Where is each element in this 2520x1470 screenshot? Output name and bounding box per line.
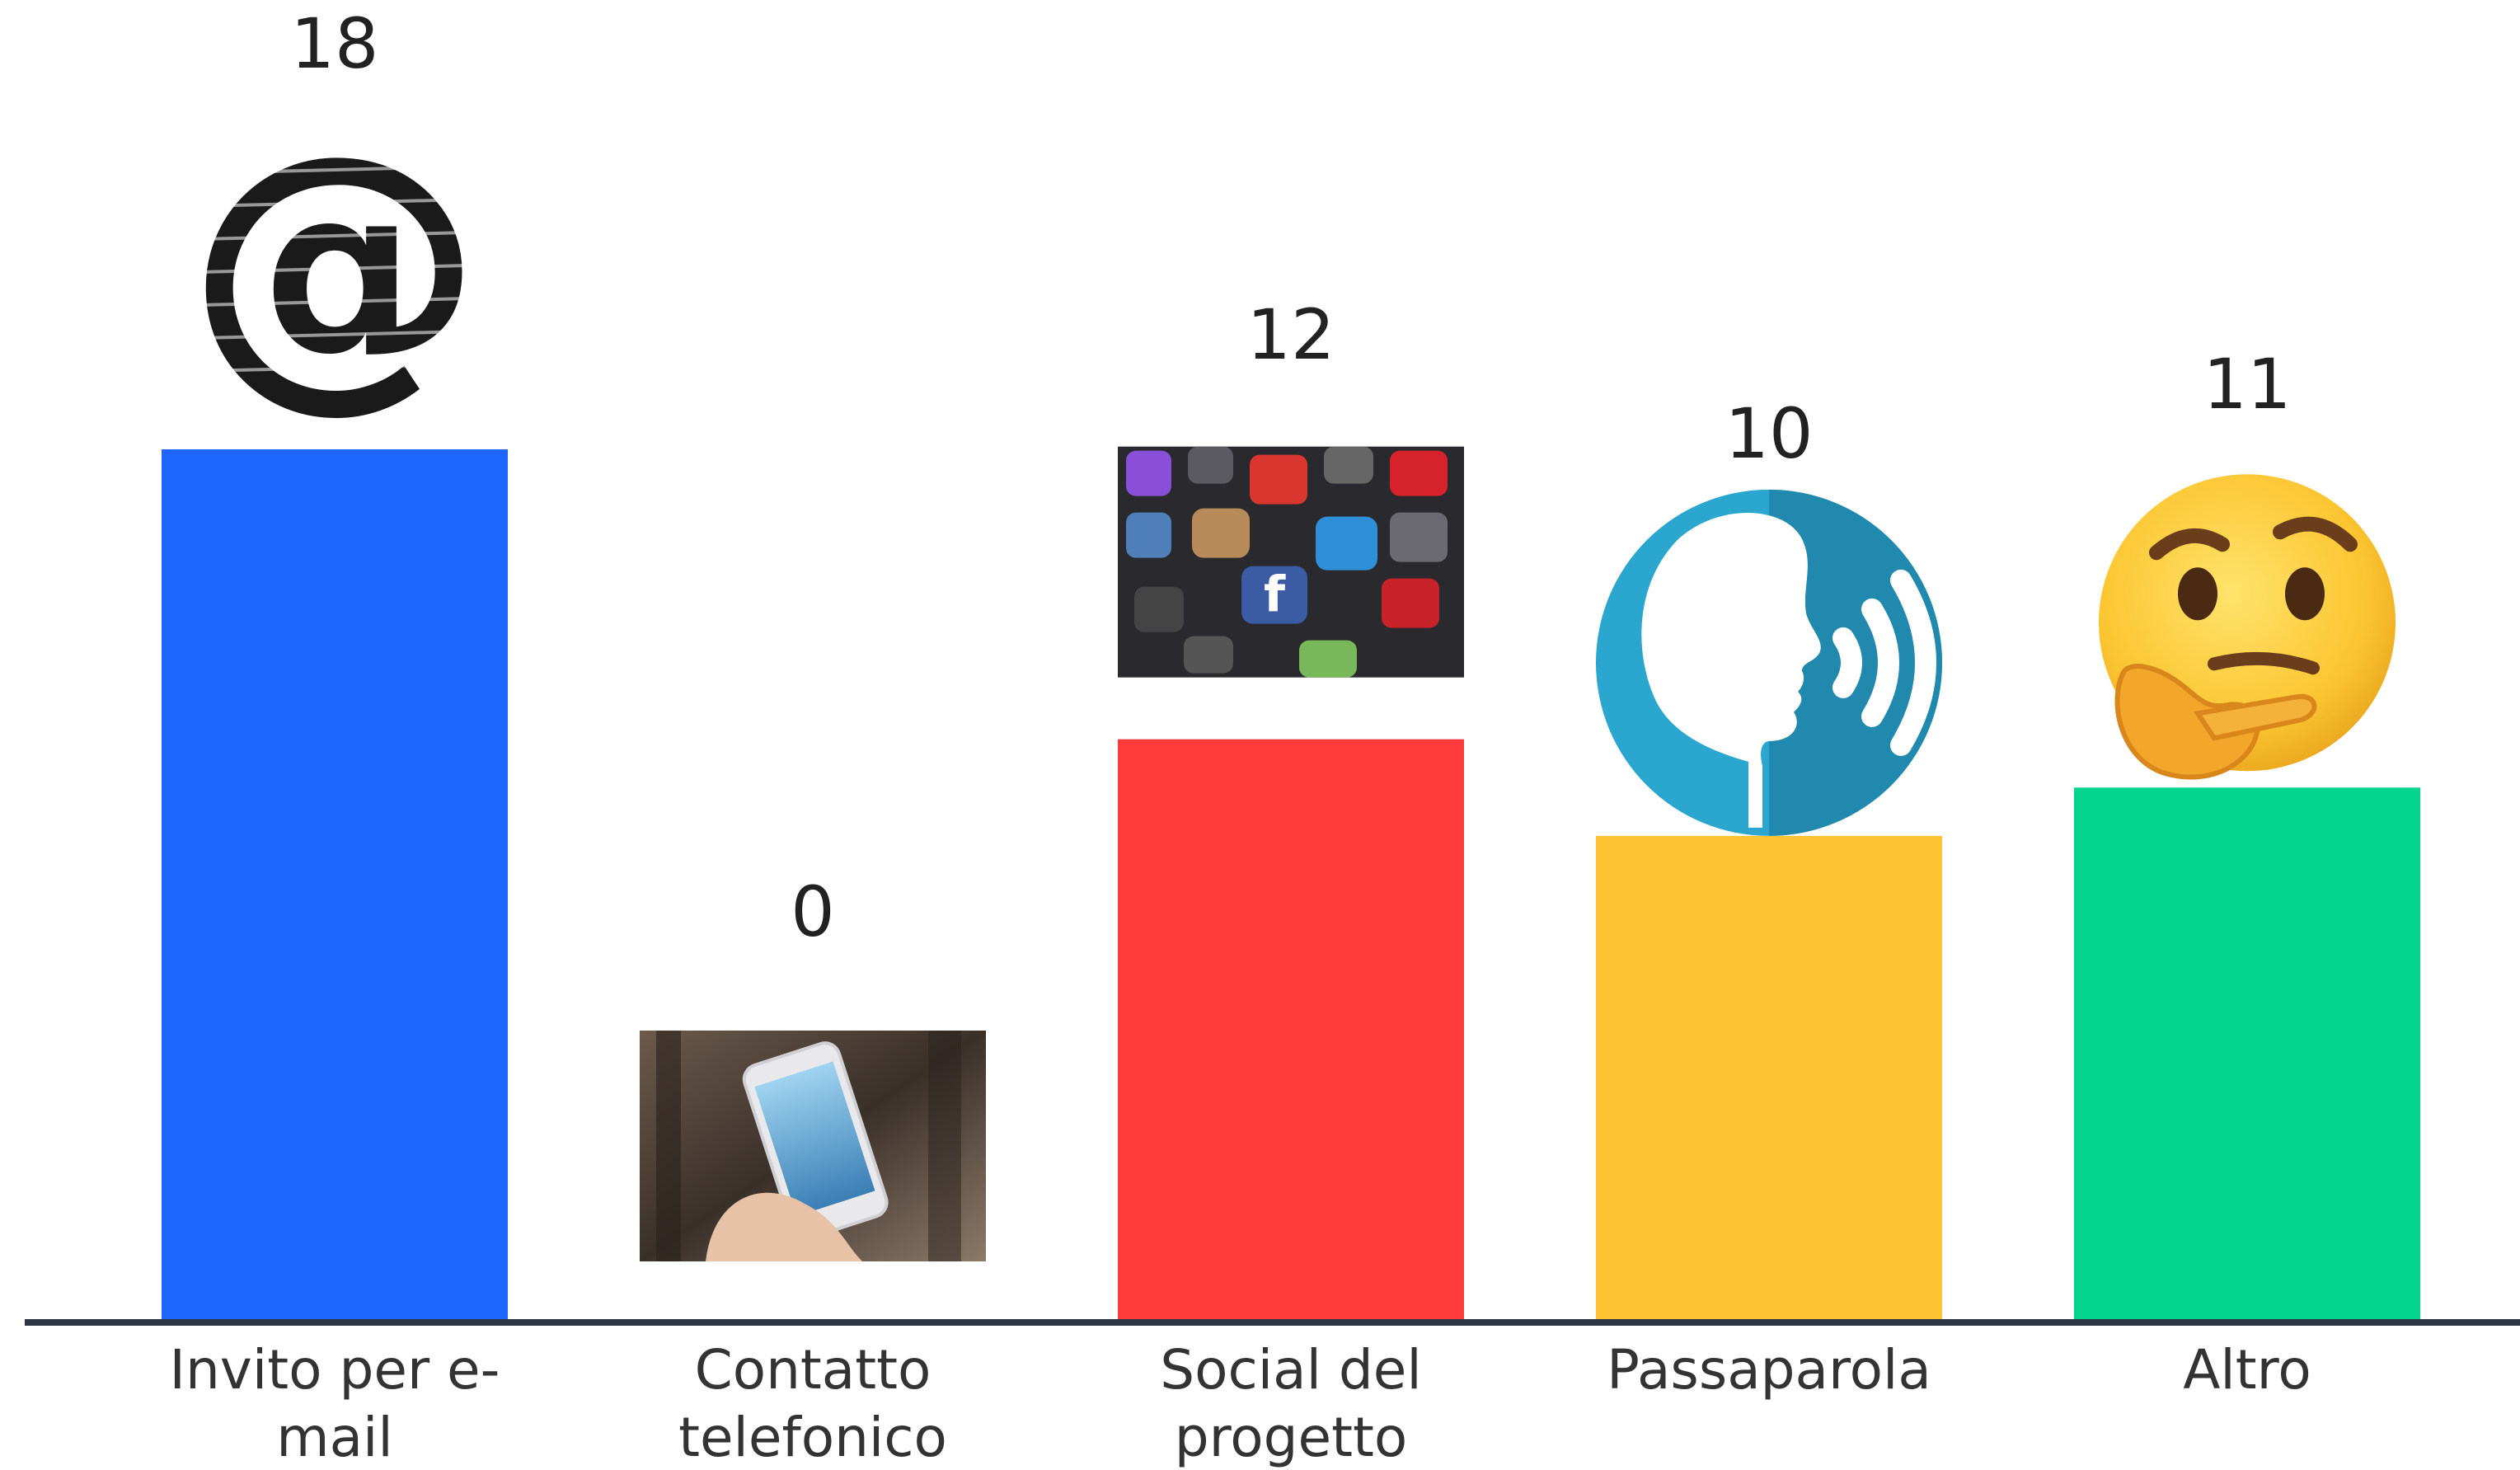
bar bbox=[2074, 787, 2420, 1319]
category-label: Passaparola bbox=[1607, 1338, 1931, 1402]
value-label: 12 bbox=[1247, 294, 1335, 375]
svg-text:@: @ bbox=[186, 92, 483, 437]
value-label: 18 bbox=[291, 3, 379, 84]
at-sign-icon: @ bbox=[186, 92, 483, 437]
svg-text:f: f bbox=[1264, 566, 1286, 624]
category-label: progetto bbox=[1175, 1406, 1408, 1469]
category-label: mail bbox=[276, 1406, 392, 1469]
speaking-head-icon bbox=[1596, 489, 1942, 836]
value-label: 11 bbox=[2203, 344, 2292, 425]
bar bbox=[162, 449, 508, 1319]
category-label: Contatto bbox=[695, 1338, 932, 1402]
bar bbox=[1596, 835, 1942, 1319]
category-label: telefonico bbox=[678, 1406, 947, 1469]
category-label: Social del bbox=[1160, 1338, 1422, 1402]
thinking-face-icon bbox=[2099, 474, 2396, 780]
category-label: Altro bbox=[2183, 1338, 2311, 1402]
value-label: 0 bbox=[791, 871, 834, 952]
category-label: Invito per e- bbox=[170, 1338, 500, 1402]
value-label: 10 bbox=[1725, 393, 1814, 474]
social-apps-photo-icon: f bbox=[1118, 446, 1464, 678]
smartphone-photo-icon bbox=[640, 1031, 986, 1261]
bar bbox=[1118, 739, 1464, 1319]
